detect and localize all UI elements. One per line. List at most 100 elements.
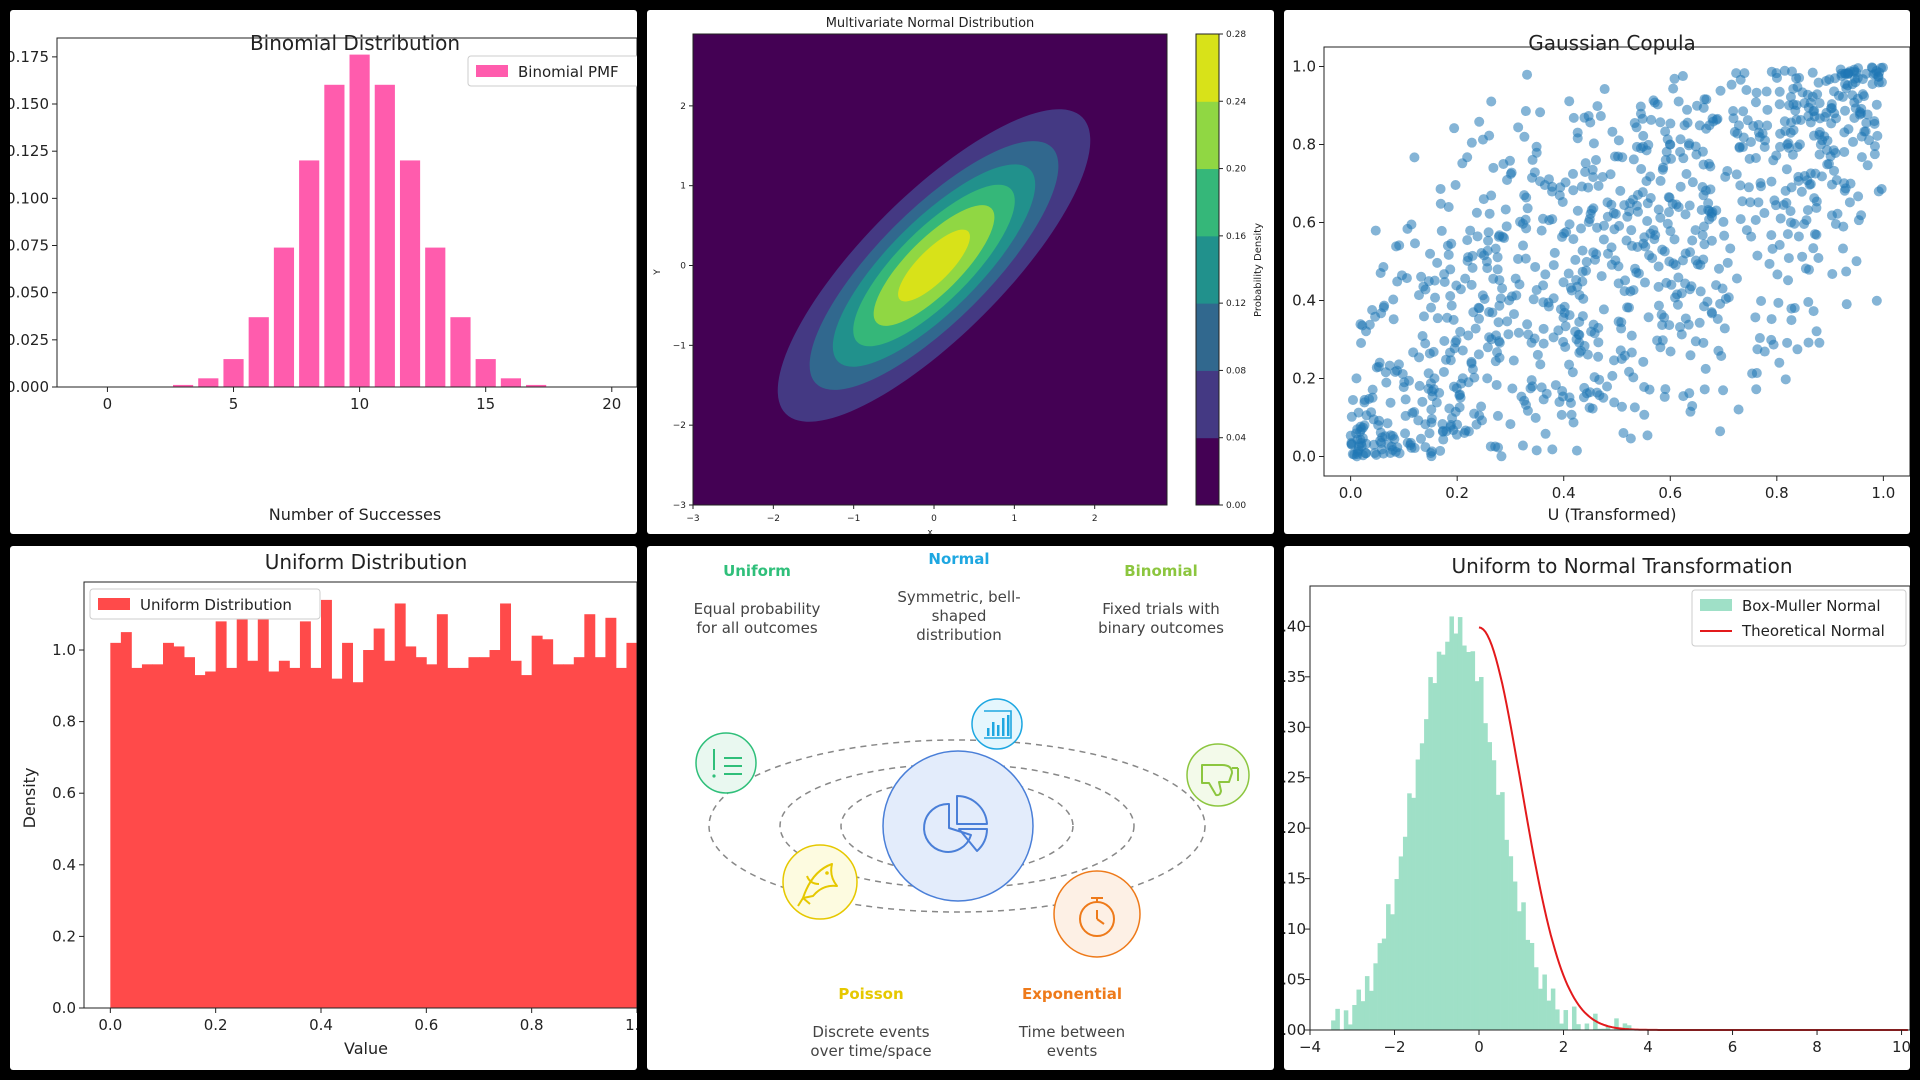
copula-point — [1653, 281, 1664, 292]
transform-hist-bar — [1462, 645, 1467, 1030]
copula-point — [1476, 415, 1487, 426]
copula-point — [1609, 397, 1620, 408]
copula-point — [1712, 313, 1723, 324]
transform-hist-bar — [1331, 1020, 1336, 1030]
copula-point — [1759, 346, 1770, 357]
copula-point — [1697, 230, 1708, 241]
copula-point — [1426, 417, 1437, 428]
copula-point — [1522, 203, 1533, 214]
copula-point — [1579, 112, 1590, 123]
copula-point — [1639, 409, 1650, 420]
copula-point — [1388, 314, 1399, 325]
copula-point — [1465, 225, 1476, 236]
binomial-ytick-label: 0.050 — [10, 284, 49, 302]
copula-point — [1771, 72, 1782, 83]
copula-point — [1508, 355, 1519, 366]
copula-xtick-label: 0.0 — [1339, 484, 1363, 502]
transform-xtick-label: 6 — [1728, 1038, 1738, 1056]
copula-point — [1376, 308, 1387, 319]
copula-point — [1659, 391, 1670, 402]
copula-point — [1793, 175, 1804, 186]
transform-hist-bar — [1504, 839, 1509, 1030]
transform-xtick-label: 2 — [1559, 1038, 1569, 1056]
copula-point — [1540, 269, 1551, 280]
copula-point — [1687, 235, 1698, 246]
copula-point — [1800, 263, 1811, 274]
copula-point — [1783, 275, 1794, 286]
uniform-bar — [573, 657, 585, 1008]
mvn-xtick-label: 1 — [1011, 514, 1017, 524]
transform-hist-bar — [1373, 963, 1378, 1030]
copula-point — [1492, 252, 1503, 263]
copula-point — [1705, 184, 1716, 195]
info-desc-exponential-1: Time between — [1018, 1023, 1125, 1041]
copula-point — [1375, 427, 1386, 438]
copula-point — [1657, 320, 1668, 331]
copula-point — [1869, 149, 1880, 160]
copula-point — [1664, 192, 1675, 203]
copula-point — [1814, 98, 1825, 109]
copula-ytick-label: 0.2 — [1292, 370, 1316, 388]
copula-point — [1490, 356, 1501, 367]
copula-point — [1876, 62, 1887, 73]
copula-point — [1455, 326, 1466, 337]
copula-point — [1733, 404, 1744, 415]
copula-point — [1572, 205, 1583, 216]
copula-point — [1558, 277, 1569, 288]
copula-point — [1681, 169, 1692, 180]
transform-hist-bar — [1356, 989, 1362, 1030]
copula-point — [1501, 221, 1512, 232]
copula-point — [1751, 384, 1762, 395]
binomial-xtick-label: 15 — [476, 395, 495, 413]
copula-point — [1507, 383, 1518, 394]
transform-legend-line: Theoretical Normal — [1741, 622, 1885, 640]
copula-point — [1486, 96, 1497, 107]
mvn-ytick-label: −2 — [673, 421, 686, 431]
transform-hist-bar — [1614, 1018, 1619, 1030]
copula-point — [1505, 419, 1516, 430]
copula-point — [1843, 124, 1854, 135]
copula-point — [1493, 231, 1504, 242]
transform-hist-bar — [1386, 904, 1391, 1030]
copula-point — [1699, 221, 1710, 232]
copula-point — [1568, 234, 1579, 245]
copula-point — [1426, 404, 1437, 415]
copula-point — [1432, 313, 1443, 324]
copula-point — [1759, 208, 1770, 219]
copula-xtick-label: 0.6 — [1658, 484, 1682, 502]
copula-point — [1781, 164, 1792, 175]
uniform-ytick-label: 0.2 — [52, 927, 76, 945]
copula-point — [1581, 265, 1592, 276]
copula-point — [1853, 191, 1864, 202]
copula-point — [1587, 164, 1598, 175]
copula-point — [1673, 272, 1684, 283]
copula-point — [1838, 221, 1849, 232]
copula-point — [1703, 158, 1714, 169]
copula-point — [1774, 86, 1785, 97]
copula-point — [1719, 323, 1730, 334]
copula-point — [1682, 104, 1693, 115]
copula-point — [1606, 199, 1617, 210]
copula-point — [1700, 363, 1711, 374]
copula-point — [1620, 275, 1631, 286]
uniform-ytick-label: 0.0 — [52, 999, 76, 1017]
copula-point — [1560, 321, 1571, 332]
copula-point — [1353, 441, 1364, 452]
info-desc-binomial-2: binary outcomes — [1098, 619, 1224, 637]
copula-point — [1479, 293, 1490, 304]
copula-point — [1873, 186, 1884, 197]
copula-point — [1618, 427, 1629, 438]
copula-point — [1543, 174, 1554, 185]
copula-point — [1829, 165, 1840, 176]
copula-point — [1490, 243, 1501, 254]
copula-point — [1473, 302, 1484, 313]
copula-point — [1677, 71, 1688, 82]
binomial-bar — [349, 54, 370, 388]
binomial-bar — [425, 247, 446, 387]
copula-point — [1596, 271, 1607, 282]
copula-point — [1435, 198, 1446, 209]
copula-point — [1504, 295, 1515, 306]
uniform-legend-label: Uniform Distribution — [140, 596, 292, 614]
copula-point — [1352, 448, 1363, 459]
copula-point — [1455, 392, 1466, 403]
